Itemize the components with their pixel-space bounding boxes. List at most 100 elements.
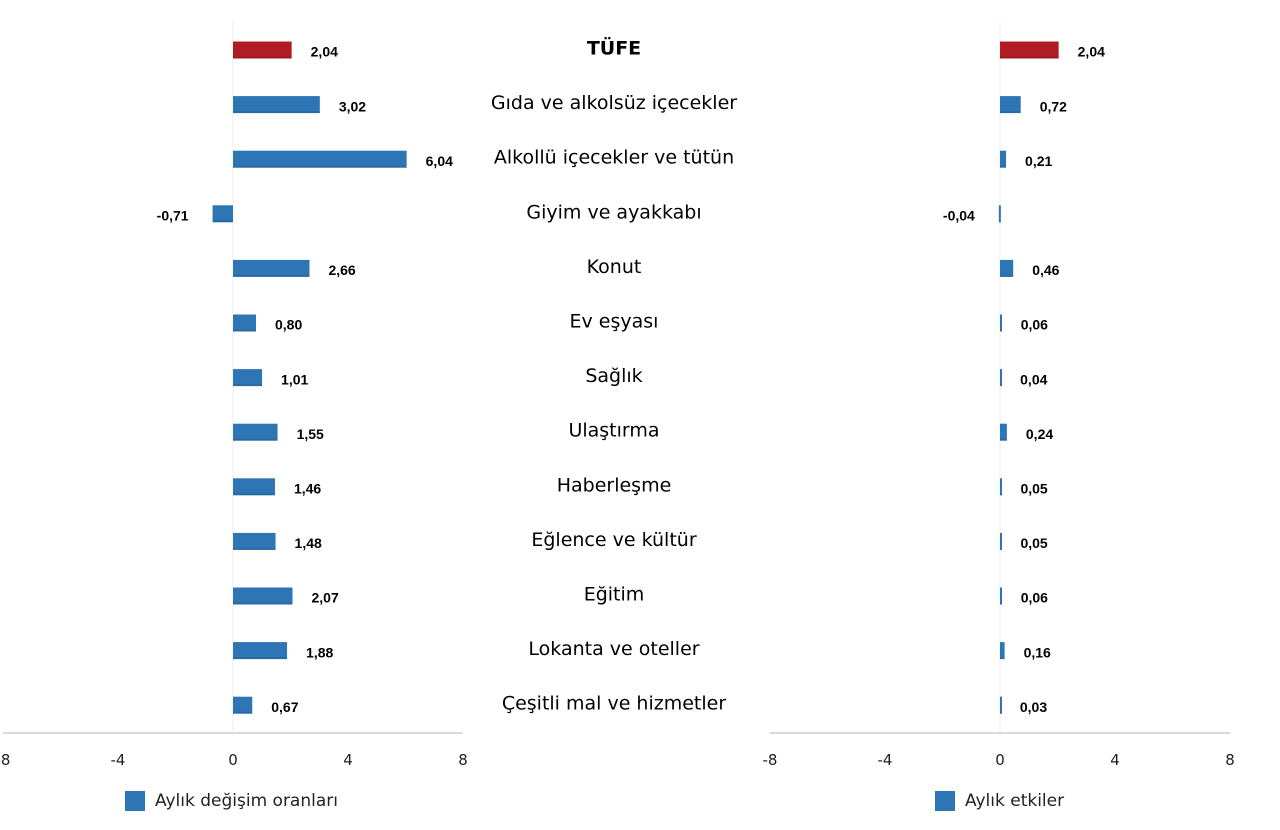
bar — [1000, 587, 1002, 605]
bar-shadow — [233, 602, 293, 605]
bar-shadow — [998, 220, 1001, 223]
bar-shadow — [1000, 329, 1002, 332]
bar — [1000, 96, 1021, 114]
bar — [1000, 532, 1002, 550]
data-label: 0,80 — [275, 317, 302, 333]
bar-shadow — [1000, 493, 1002, 496]
bar-shadow — [233, 438, 278, 441]
data-label: 0,24 — [1026, 426, 1053, 442]
data-label: 1,55 — [297, 426, 324, 442]
bar — [1000, 369, 1002, 387]
bar — [212, 205, 233, 223]
bar-shadow — [1000, 274, 1014, 277]
data-label: 1,88 — [306, 644, 333, 660]
category-label: Eğitim — [584, 584, 645, 606]
bar-shadow — [233, 111, 320, 114]
data-label: -0,04 — [943, 208, 975, 224]
data-label: 0,04 — [1020, 371, 1047, 387]
bar — [233, 423, 278, 441]
data-label: 0,46 — [1032, 262, 1059, 278]
data-label: 0,67 — [271, 699, 298, 715]
legend-swatch — [935, 791, 955, 811]
bar-shadow — [1000, 56, 1059, 59]
x-tick-label: 8 — [1225, 751, 1235, 769]
x-tick-label: -4 — [111, 751, 126, 769]
bar-shadow — [1000, 384, 1002, 387]
category-label: Ev eşyası — [570, 311, 659, 333]
category-label: Konut — [587, 256, 642, 278]
category-label: Sağlık — [585, 365, 642, 387]
x-tick-label: 4 — [1110, 751, 1120, 769]
bar — [233, 587, 293, 605]
bar — [1000, 642, 1005, 660]
bar-shadow — [212, 220, 233, 223]
legend-label: Aylık değişim oranları — [155, 791, 338, 811]
data-label: 0,16 — [1024, 644, 1051, 660]
x-tick-label: -8 — [763, 751, 778, 769]
category-label: TÜFE — [587, 36, 641, 60]
data-label: 0,06 — [1021, 317, 1048, 333]
x-tick-label: 0 — [995, 751, 1005, 769]
bar-shadow — [1000, 711, 1002, 714]
bar-shadow — [233, 165, 407, 168]
data-label: 0,72 — [1040, 98, 1067, 114]
data-label: 2,04 — [311, 44, 338, 60]
bar-shadow — [233, 329, 256, 332]
data-label: 0,21 — [1025, 153, 1052, 169]
bar — [1000, 423, 1007, 441]
x-tick-label: 4 — [343, 751, 353, 769]
data-label: 0,05 — [1020, 481, 1047, 497]
data-label: 6,04 — [426, 153, 453, 169]
category-label: Lokanta ve oteller — [528, 638, 699, 660]
data-label: 2,07 — [312, 590, 339, 606]
bar — [1000, 696, 1002, 714]
bar — [233, 696, 253, 714]
legend-swatch — [125, 791, 145, 811]
bar — [233, 642, 288, 660]
data-label: 1,48 — [295, 535, 322, 551]
category-label: Gıda ve alkolsüz içecekler — [491, 92, 737, 114]
category-label: Ulaştırma — [568, 420, 659, 442]
bar-shadow — [1000, 602, 1002, 605]
bar-shadow — [1000, 111, 1021, 114]
bar — [1000, 41, 1059, 59]
data-label: 1,01 — [281, 371, 308, 387]
bar-shadow — [233, 547, 276, 550]
category-label: Haberleşme — [557, 474, 672, 496]
category-label: Eğlence ve kültür — [531, 529, 696, 551]
x-tick-label: -8 — [0, 751, 10, 769]
data-label: 1,46 — [294, 481, 321, 497]
bar-shadow — [1000, 547, 1002, 550]
bar-shadow — [233, 274, 310, 277]
category-label: Giyim ve ayakkabı — [526, 201, 701, 223]
bar — [1000, 150, 1007, 168]
x-tick-label: 8 — [458, 751, 468, 769]
bar — [233, 96, 320, 114]
bar-shadow — [233, 711, 253, 714]
bar — [1000, 259, 1014, 277]
bar — [1000, 478, 1002, 496]
bar — [233, 532, 276, 550]
bar — [998, 205, 1001, 223]
data-label: 2,04 — [1078, 44, 1105, 60]
data-label: 0,03 — [1020, 699, 1047, 715]
bar-shadow — [1000, 657, 1005, 660]
legend-label: Aylık etkiler — [965, 791, 1064, 811]
bar-shadow — [233, 657, 288, 660]
bar — [233, 41, 292, 59]
data-label: 3,02 — [339, 98, 366, 114]
bar — [1000, 314, 1002, 332]
x-tick-label: 0 — [228, 751, 238, 769]
bar — [233, 259, 310, 277]
bar-shadow — [233, 384, 263, 387]
bar-shadow — [233, 493, 275, 496]
category-label: Çeşitli mal ve hizmetler — [502, 693, 727, 715]
bar — [233, 314, 256, 332]
x-tick-label: -4 — [878, 751, 893, 769]
bar — [233, 150, 407, 168]
bar-shadow — [1000, 165, 1007, 168]
data-label: 0,05 — [1020, 535, 1047, 551]
bar-shadow — [233, 56, 292, 59]
category-label: Alkollü içecekler ve tütün — [494, 147, 734, 169]
